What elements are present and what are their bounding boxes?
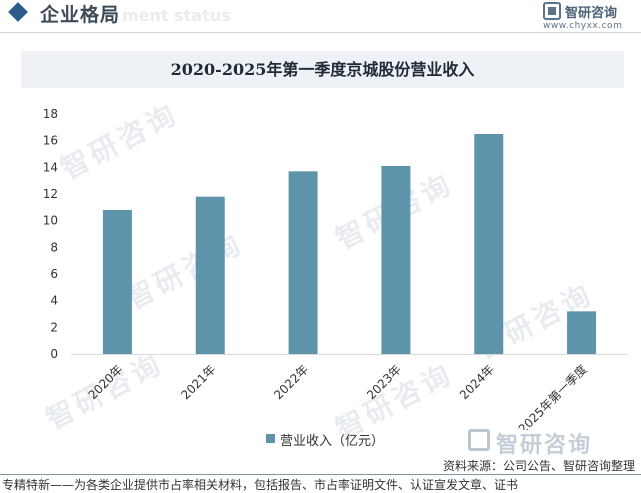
brand-url: www.chyxx.com (543, 21, 623, 31)
y-tick-label: 10 (43, 214, 58, 228)
x-axis: 2020年 2021年 2022年 2023年 2024年 2025年第一季度 (71, 354, 628, 430)
y-axis: 0 2 4 6 8 10 12 14 16 18 (43, 107, 58, 361)
legend-label: 营业收入（亿元） (280, 434, 385, 449)
y-tick-label: 18 (43, 107, 58, 121)
x-tick-label: 2025年第一季度 (515, 362, 590, 430)
bar (195, 196, 225, 354)
x-tick-label: 2022年 (271, 362, 311, 402)
legend-swatch (266, 434, 275, 443)
bar (288, 171, 318, 354)
footer-logo-icon (468, 429, 490, 451)
brand-name: 智研咨询 (565, 6, 618, 21)
brand-logo: 智研咨询 www.chyxx.com (543, 2, 633, 34)
header-ghost-text: ment status (122, 6, 231, 25)
x-tick-label: 2020年 (86, 362, 126, 402)
bar-chart: 0 2 4 6 8 10 12 14 16 18 2020年 2021年 2022年 2023年 2024… (43, 107, 628, 430)
section-title: 企业格局 (40, 4, 121, 26)
footer-logo-text: 智研咨询 (496, 433, 593, 458)
bar (474, 134, 504, 354)
bar (381, 166, 411, 354)
source-note: 资料来源：公司公告、智研咨询整理 (442, 459, 635, 473)
chart-title-bar: 2020-2025年第一季度京城股份营业收入 (21, 51, 624, 88)
y-tick-label: 2 (50, 320, 58, 334)
y-tick-label: 6 (50, 267, 58, 281)
header-divider (0, 32, 641, 33)
x-tick-label: 2021年 (178, 362, 218, 402)
bar (102, 210, 132, 354)
y-tick-label: 8 (50, 240, 58, 254)
brand-logo-icon (543, 2, 561, 20)
chart-title: 2020-2025年第一季度京城股份营业收入 (170, 60, 475, 79)
bars (102, 134, 597, 354)
footer-divider (0, 474, 641, 475)
y-tick-label: 16 (43, 134, 58, 148)
x-tick-label: 2024年 (457, 362, 497, 402)
y-tick-label: 14 (43, 160, 58, 174)
x-tick-label: 2023年 (364, 362, 404, 402)
header: ment status 企业格局 智研咨询 www.chyxx.com (0, 0, 641, 34)
y-tick-label: 0 (50, 347, 58, 361)
y-tick-label: 4 (50, 294, 58, 308)
tagline: 专精特新——为各类企业提供市占率相关材料，包括报告、市占率证明文件、认证宣发文章… (2, 478, 519, 492)
y-tick-label: 12 (43, 187, 58, 201)
bar (567, 311, 597, 354)
footer-logo: 智研咨询 (468, 427, 628, 458)
